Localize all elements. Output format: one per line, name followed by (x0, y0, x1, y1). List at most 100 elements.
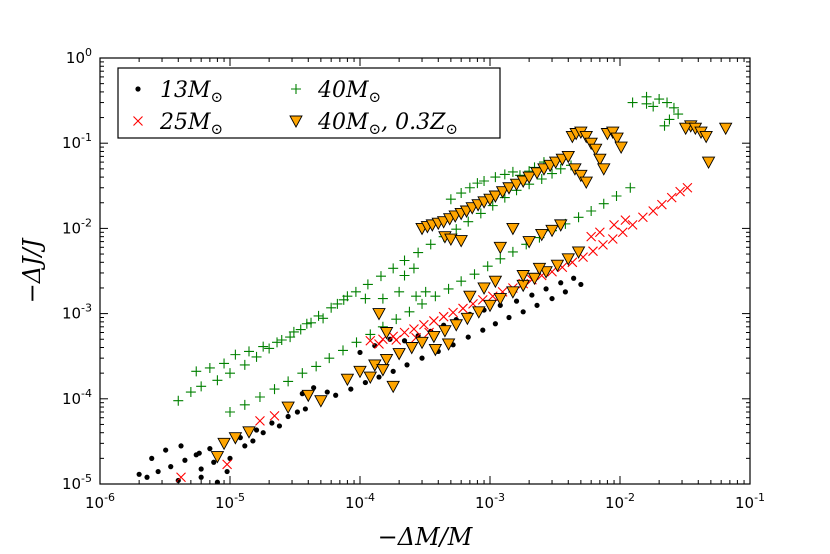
data-point (318, 313, 329, 324)
data-point (463, 290, 477, 304)
data-point (301, 389, 316, 403)
data-point (441, 338, 456, 351)
data-point (545, 224, 559, 238)
data-point (314, 395, 328, 408)
data-point (428, 343, 443, 357)
data-point (586, 231, 597, 242)
data-point (288, 326, 299, 337)
data-point (363, 371, 378, 384)
data-point (391, 314, 402, 325)
legend-label: 13M⊙ (160, 78, 223, 106)
data-point (561, 253, 576, 266)
data-point (191, 366, 202, 377)
data-point (464, 182, 475, 193)
data-point (253, 427, 260, 433)
data-point (428, 316, 439, 326)
data-point (196, 381, 207, 392)
data-point (392, 348, 406, 361)
data-point (701, 156, 716, 170)
data-point (668, 102, 679, 113)
data-point (409, 324, 419, 334)
data-point (301, 318, 312, 329)
data-point (276, 423, 283, 429)
data-point (306, 317, 317, 328)
data-point (543, 286, 549, 292)
data-point (507, 166, 518, 177)
y-tick-label: 10-1 (62, 131, 92, 152)
data-point (420, 286, 431, 297)
data-point (509, 178, 524, 192)
data-point (513, 298, 520, 304)
data-point (326, 302, 337, 313)
y-tick-label: 10-3 (62, 302, 92, 323)
data-point (163, 447, 169, 453)
data-point (374, 339, 384, 349)
series-1 (136, 275, 584, 484)
data-point (620, 215, 631, 226)
data-point (149, 455, 155, 461)
data-point (718, 122, 733, 136)
data-point (654, 94, 665, 105)
data-point (404, 342, 419, 355)
data-point (178, 443, 184, 449)
data-point (332, 298, 343, 309)
data-point (411, 291, 422, 302)
data-point (376, 374, 382, 380)
data-point (553, 219, 568, 232)
data-point (136, 471, 142, 477)
data-point (666, 192, 677, 203)
data-point (269, 411, 280, 421)
data-point (269, 384, 280, 395)
y-tick-label: 10-2 (62, 216, 92, 237)
data-point (427, 330, 441, 344)
data-point (413, 247, 424, 258)
data-point (598, 240, 608, 250)
data-point (520, 309, 526, 315)
data-point (610, 132, 624, 145)
data-point (342, 291, 353, 302)
data-point (588, 246, 598, 257)
data-point (678, 122, 693, 136)
data-point (571, 275, 577, 281)
data-point (607, 234, 618, 244)
data-point (562, 289, 568, 295)
data-point (207, 446, 213, 452)
data-point (360, 293, 371, 304)
data-point (269, 420, 275, 426)
legend-marker (291, 84, 301, 94)
legend-label: 40M⊙, 0.3Z⊙ (317, 110, 458, 138)
data-point (499, 169, 510, 180)
data-point (313, 310, 324, 321)
data-point (536, 174, 547, 185)
data-point (353, 365, 367, 379)
data-point (324, 389, 330, 395)
series-3 (173, 91, 684, 417)
data-point (488, 275, 503, 289)
data-point (302, 406, 308, 412)
data-point (456, 188, 467, 199)
data-point (365, 329, 376, 340)
data-point (362, 279, 373, 290)
data-point (260, 430, 266, 436)
data-point (340, 373, 355, 387)
data-point (311, 361, 322, 372)
data-point (548, 156, 563, 170)
data-point (472, 178, 483, 189)
data-point (338, 345, 348, 356)
data-point (173, 395, 184, 406)
data-point (196, 450, 202, 456)
data-point (404, 306, 415, 317)
data-point (372, 308, 386, 321)
data-point (297, 368, 308, 379)
data-point (641, 98, 652, 109)
data-point (283, 376, 294, 387)
data-point (625, 182, 636, 193)
marks-layer (136, 91, 733, 484)
data-point (222, 459, 232, 470)
data-point (555, 163, 566, 174)
data-point (648, 101, 659, 112)
data-point (285, 332, 296, 343)
data-point (588, 143, 603, 157)
data-point (438, 325, 452, 338)
data-point (463, 216, 474, 227)
